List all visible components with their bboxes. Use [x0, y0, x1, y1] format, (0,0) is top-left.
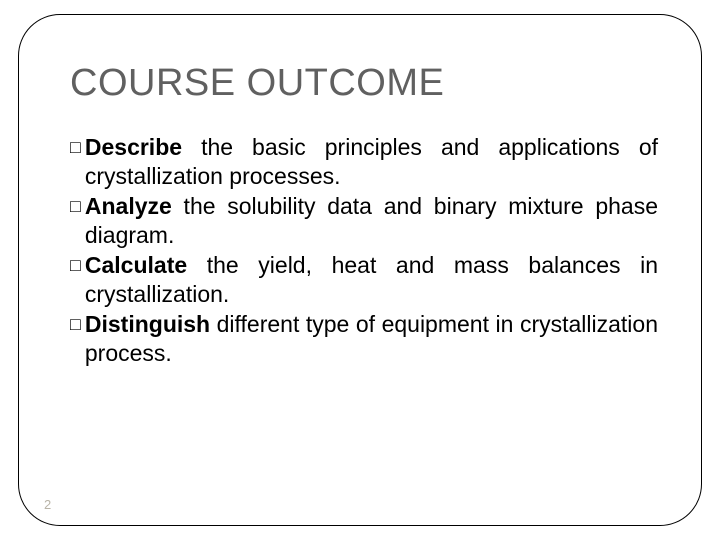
slide-title: COURSE OUTCOME: [70, 62, 658, 105]
list-item-keyword: Calculate: [85, 252, 187, 278]
list-item-rest: the solubility data and binary mixture p…: [85, 193, 658, 248]
square-bullet-icon: □: [70, 133, 81, 192]
slide-content: COURSE OUTCOME □ Describe the basic prin…: [70, 62, 658, 369]
slide: COURSE OUTCOME □ Describe the basic prin…: [0, 0, 720, 540]
list-item-text: Describe the basic principles and applic…: [85, 133, 658, 192]
list-item: □ Analyze the solubility data and binary…: [70, 192, 658, 251]
list-item-keyword: Distinguish: [85, 311, 210, 337]
list-item-text: Calculate the yield, heat and mass balan…: [85, 251, 658, 310]
square-bullet-icon: □: [70, 310, 81, 369]
list-item-text: Analyze the solubility data and binary m…: [85, 192, 658, 251]
list-item: □ Describe the basic principles and appl…: [70, 133, 658, 192]
list-item-keyword: Describe: [85, 134, 182, 160]
list-item-keyword: Analyze: [85, 193, 172, 219]
page-number: 2: [44, 497, 51, 512]
list-item-text: Distinguish different type of equipment …: [85, 310, 658, 369]
list-item: □ Calculate the yield, heat and mass bal…: [70, 251, 658, 310]
square-bullet-icon: □: [70, 251, 81, 310]
square-bullet-icon: □: [70, 192, 81, 251]
outcome-list: □ Describe the basic principles and appl…: [70, 133, 658, 369]
list-item: □ Distinguish different type of equipmen…: [70, 310, 658, 369]
